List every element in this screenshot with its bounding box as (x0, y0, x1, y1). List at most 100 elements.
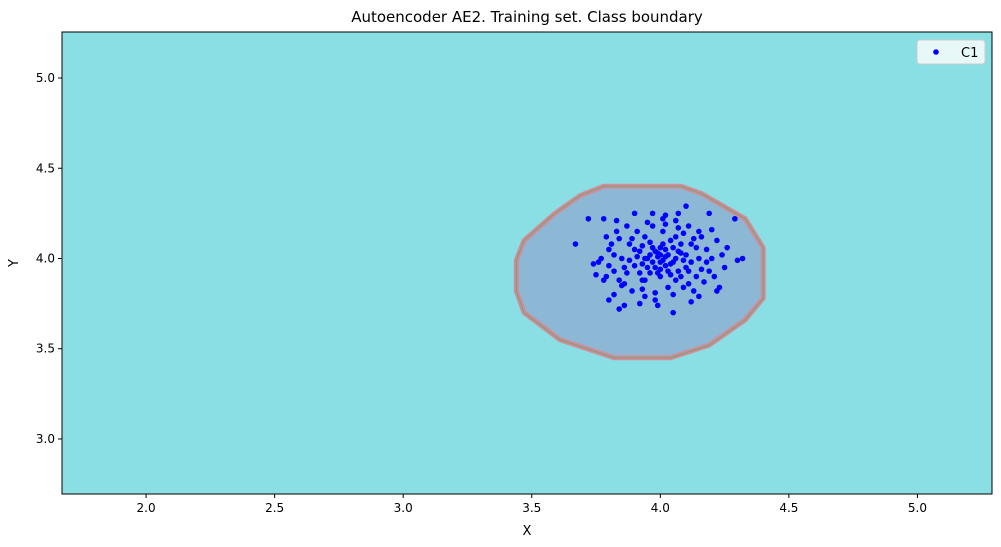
data-point (603, 273, 610, 280)
data-point (696, 255, 702, 262)
data-point (644, 219, 651, 226)
data-point (608, 241, 615, 247)
data-point (636, 300, 643, 307)
data-point (618, 255, 625, 262)
data-point (675, 268, 682, 274)
data-point (631, 262, 638, 269)
data-point (719, 252, 725, 258)
data-point (606, 246, 612, 253)
data-point (724, 244, 730, 251)
data-point (603, 234, 610, 240)
data-point (683, 252, 689, 258)
x-tick-label: 3.5 (522, 501, 541, 515)
data-point (721, 264, 728, 271)
data-point (593, 271, 599, 278)
data-point (690, 235, 697, 242)
data-point (654, 270, 661, 276)
data-point (598, 255, 604, 262)
legend: C1 (916, 39, 986, 65)
data-point (665, 268, 671, 274)
data-point (660, 228, 666, 235)
data-point (670, 291, 676, 298)
data-point (662, 212, 669, 218)
data-point (690, 288, 697, 294)
plot-area (61, 31, 993, 495)
x-tick-label: 4.0 (651, 501, 670, 515)
y-tick-label: 4.0 (36, 251, 55, 265)
data-point (739, 255, 746, 262)
legend-label: C1 (961, 46, 978, 61)
data-point (636, 270, 643, 276)
class-boundary-line (515, 185, 764, 359)
data-point (618, 282, 625, 289)
data-point (675, 210, 682, 217)
data-point (590, 261, 597, 267)
data-point (693, 244, 700, 251)
data-point (616, 277, 622, 283)
data-point (606, 262, 612, 269)
data-point (662, 262, 669, 269)
data-point (585, 215, 592, 222)
data-point (711, 273, 718, 280)
data-point (683, 203, 689, 209)
data-point (672, 277, 679, 283)
data-point (662, 246, 669, 253)
y-tick-label: 4.5 (36, 161, 55, 175)
legend-marker (933, 49, 939, 55)
data-point (642, 293, 648, 300)
data-point (621, 302, 628, 309)
data-point (652, 297, 658, 303)
data-point (675, 225, 682, 231)
data-point (616, 235, 622, 242)
data-point (685, 223, 692, 229)
data-point (678, 241, 684, 247)
data-point (672, 255, 679, 262)
data-point (647, 252, 653, 258)
data-point (613, 228, 620, 235)
data-point (678, 273, 684, 280)
data-point (696, 293, 702, 300)
data-point (675, 248, 682, 255)
data-point (680, 257, 687, 264)
y-tick-label: 3.5 (36, 342, 55, 356)
data-point (680, 230, 687, 237)
data-point (657, 259, 664, 265)
data-point (716, 284, 723, 291)
data-point (662, 253, 669, 260)
data-point (649, 244, 656, 251)
data-point (701, 279, 707, 285)
data-point (680, 284, 687, 291)
data-point (670, 244, 676, 251)
data-point (611, 252, 617, 258)
data-point (606, 297, 612, 303)
data-point (621, 264, 628, 271)
data-point (667, 237, 674, 244)
data-point (613, 217, 620, 224)
y-axis-label: Y (7, 259, 22, 268)
data-point (670, 309, 676, 316)
data-point (649, 210, 656, 217)
y-tick-label: 5.0 (36, 71, 55, 85)
x-tick-label: 3.0 (394, 501, 413, 515)
data-point (644, 264, 651, 271)
data-point (629, 235, 635, 242)
data-point (647, 239, 653, 246)
data-point (734, 257, 741, 264)
data-point (629, 288, 635, 294)
data-point (660, 241, 666, 247)
axes-frame (61, 31, 993, 495)
data-point (698, 266, 705, 273)
data-point (696, 228, 702, 235)
data-point (647, 270, 653, 276)
x-tick-label: 5.0 (908, 501, 927, 515)
data-point (639, 286, 646, 292)
data-point (636, 248, 643, 255)
x-axis: 2.0 2.5 3.0 3.5 4.0 4.5 5.0 (137, 494, 927, 515)
data-point (706, 268, 712, 274)
x-tick-label: 2.0 (137, 501, 156, 515)
data-point (634, 228, 640, 235)
data-point (714, 237, 720, 244)
y-tick-label: 3.0 (36, 432, 55, 446)
data-point (642, 234, 648, 240)
